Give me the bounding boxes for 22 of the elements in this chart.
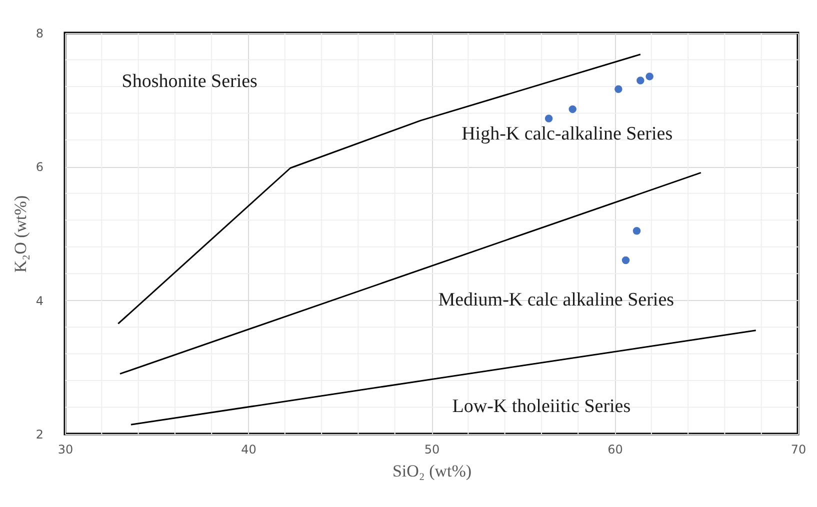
y-tick-label: 2 <box>36 428 44 442</box>
x-tick-label: 50 <box>424 442 440 456</box>
point <box>636 76 644 84</box>
x-tick-label: 40 <box>241 442 256 456</box>
y-axis-title: K₂O (wt%) <box>10 195 30 273</box>
y-tick-label: 4 <box>36 294 44 308</box>
annotation: High-K calc-alkaline Series <box>462 123 673 144</box>
y-tick-label: 8 <box>36 26 44 40</box>
x-tick-label: 70 <box>790 442 806 456</box>
x-tick-label: 60 <box>608 442 623 456</box>
point <box>632 226 641 235</box>
point <box>544 114 553 122</box>
point <box>622 256 630 264</box>
x-axis-title: SiO₂ (wt%) <box>392 462 472 480</box>
point <box>614 85 622 94</box>
point <box>646 72 654 80</box>
x-tick-label: 30 <box>58 442 74 456</box>
annotation: Shoshonite Series <box>122 71 258 92</box>
y-tick-label: 6 <box>36 160 44 174</box>
annotation: Medium-K calc alkaline Series <box>438 290 674 311</box>
annotation: Low-K tholeiitic Series <box>452 396 631 417</box>
point <box>568 105 576 114</box>
